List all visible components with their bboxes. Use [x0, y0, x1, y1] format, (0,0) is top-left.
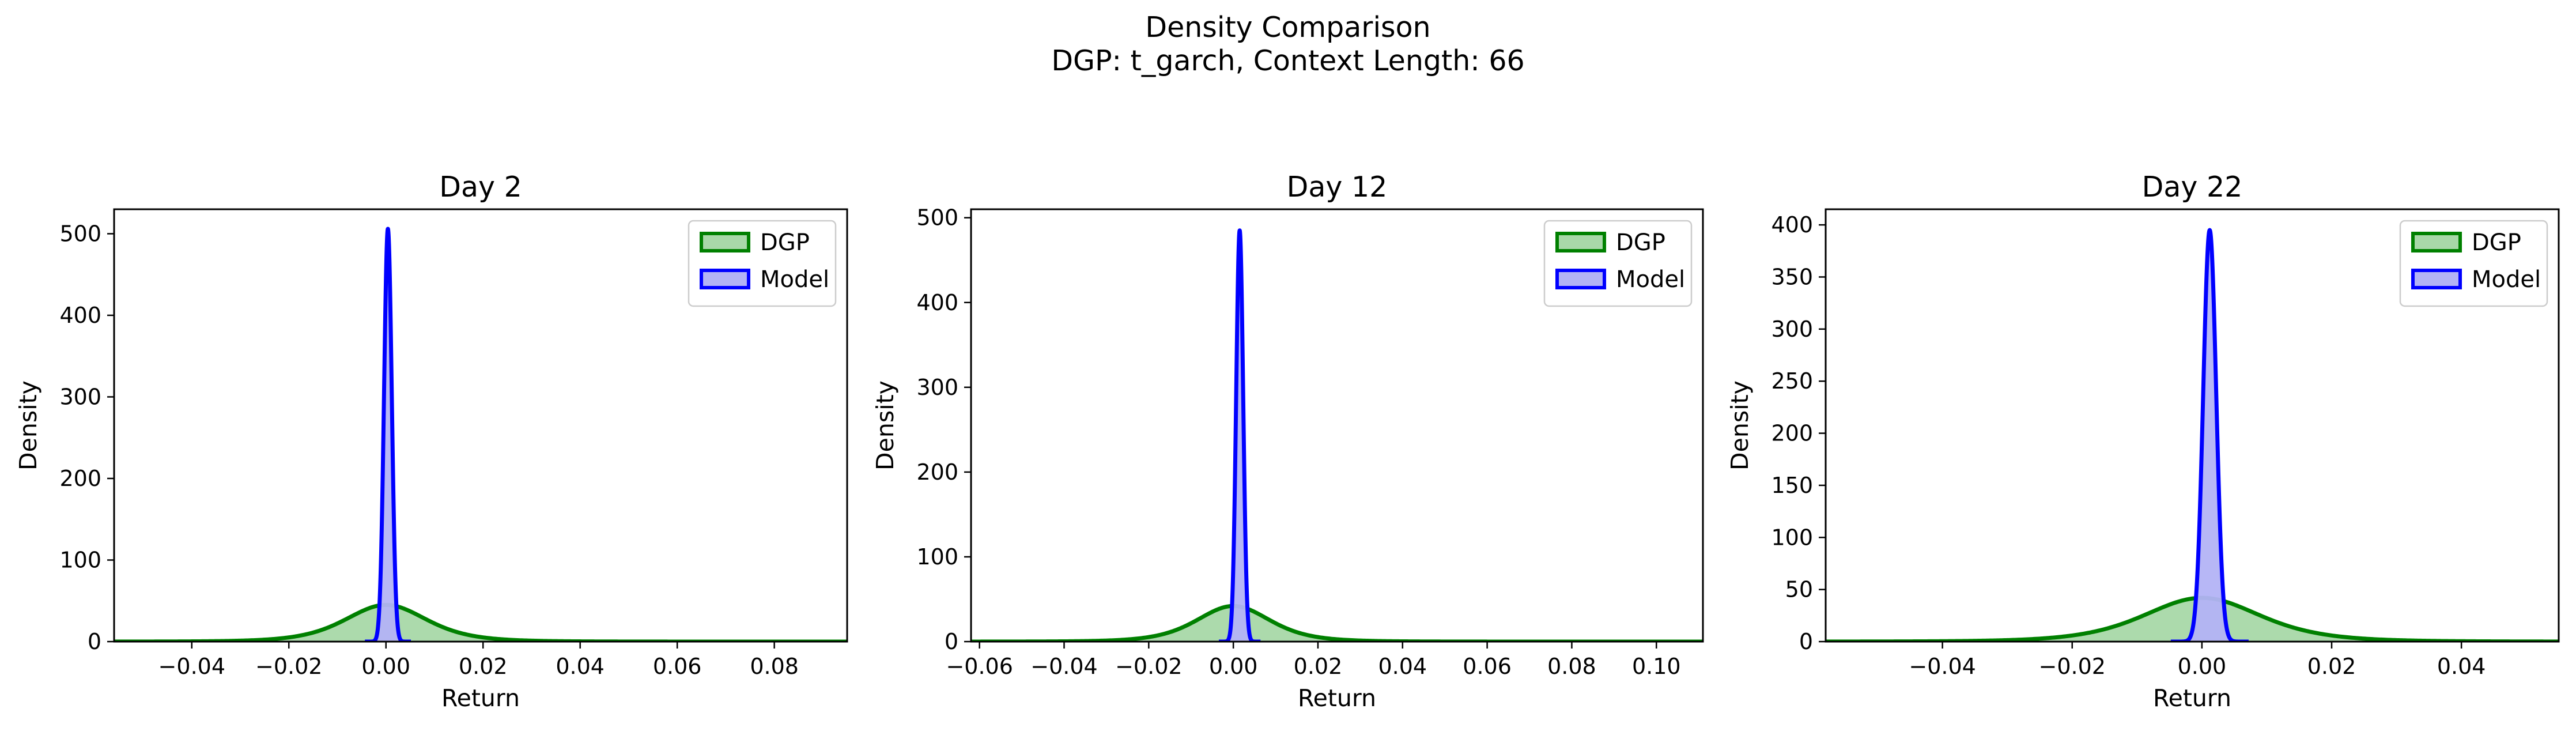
model-density-area: [1219, 230, 1261, 642]
subplot-panels: −0.04 −0.02 0.00 0.02 0.04 0.06 0.08 0 100 200 300…: [14, 171, 2560, 712]
model-legend-label: Model: [2472, 266, 2541, 293]
subplot-title: Day 22: [2142, 171, 2243, 203]
y-axis-label: Density: [14, 380, 42, 470]
dgp-legend-label: DGP: [760, 229, 810, 256]
y-tick-label: 100: [916, 544, 958, 570]
x-tick-label: 0.04: [556, 654, 605, 679]
y-tick-label: 200: [916, 459, 958, 485]
model-legend-swatch: [1555, 269, 1606, 289]
y-tick-label: 300: [59, 384, 101, 409]
dgp-legend-label: DGP: [2472, 229, 2521, 256]
y-tick-label: 50: [1785, 577, 1813, 602]
y-tick-label: 350: [1771, 264, 1813, 289]
x-tick-label: −0.06: [946, 654, 1013, 679]
model-legend-swatch: [700, 269, 750, 289]
y-tick-label: 400: [1771, 212, 1813, 238]
y-axis-label: Density: [1726, 380, 1754, 470]
y-tick-label: 250: [1771, 368, 1813, 394]
figure-title-line2: DGP: t_garch, Context Length: 66: [1051, 44, 1524, 77]
legend: DGP Model: [2399, 220, 2548, 307]
y-tick-label: 100: [59, 547, 101, 572]
dgp-legend-swatch: [1555, 232, 1606, 252]
legend: DGP Model: [1543, 220, 1693, 307]
x-tick-label: 0.10: [1632, 654, 1681, 679]
y-tick-label: 200: [1771, 421, 1813, 446]
y-tick-label: 0: [1799, 629, 1813, 654]
x-tick-label: 0.00: [2178, 654, 2227, 679]
subplot-day-panel: −0.06 −0.04 −0.02 0.00 0.02 0.04 0.06 0.08 0.10 0…: [871, 171, 1704, 712]
axes-frame: [113, 208, 848, 643]
y-tick-label: 100: [1771, 525, 1813, 550]
axes-frame: [1825, 208, 2560, 643]
model-legend-swatch: [2411, 269, 2462, 289]
x-tick-label: 0.06: [1463, 654, 1512, 679]
subplot-day-panel: −0.04 −0.02 0.00 0.02 0.04 0.06 0.08 0 100 200 300…: [14, 171, 848, 712]
x-tick-label: 0.00: [361, 654, 410, 679]
subplot-day-panel: −0.04 −0.02 0.00 0.02 0.04 0 50 100 150 200 250 300…: [1726, 171, 2560, 712]
x-tick-label: 0.02: [459, 654, 508, 679]
x-axis-label: Return: [2153, 684, 2231, 712]
x-tick-label: −0.04: [1030, 654, 1097, 679]
dgp-legend-swatch: [700, 232, 750, 252]
y-tick-label: 150: [1771, 473, 1813, 498]
y-tick-label: 0: [945, 629, 958, 654]
y-tick-label: 500: [59, 221, 101, 246]
x-tick-label: 0.02: [1294, 654, 1343, 679]
subplot-title: Day 12: [1287, 171, 1388, 203]
dgp-legend-label: DGP: [1616, 229, 1665, 256]
y-tick-label: 300: [916, 375, 958, 400]
model-density-area: [2170, 230, 2249, 642]
subplot-title: Day 2: [439, 171, 522, 203]
y-tick-label: 400: [59, 303, 101, 328]
x-tick-label: 0.02: [2307, 654, 2356, 679]
x-tick-label: 0.04: [1378, 654, 1427, 679]
y-tick-label: 500: [916, 205, 958, 231]
x-tick-label: 0.06: [653, 654, 702, 679]
model-legend-label: Model: [760, 266, 829, 293]
x-axis-label: Return: [441, 684, 520, 712]
x-tick-label: 0.04: [2437, 654, 2486, 679]
model-density-area: [365, 228, 411, 642]
x-tick-label: −0.02: [255, 654, 322, 679]
y-tick-label: 0: [88, 629, 101, 654]
x-tick-label: −0.04: [158, 654, 225, 679]
x-tick-label: −0.02: [1115, 654, 1182, 679]
x-tick-label: 0.08: [1547, 654, 1596, 679]
axes-frame: [970, 208, 1704, 643]
x-tick-label: −0.02: [2039, 654, 2106, 679]
y-tick-label: 400: [916, 290, 958, 315]
model-legend-label: Model: [1616, 266, 1685, 293]
y-axis-label: Density: [871, 380, 899, 470]
x-axis-label: Return: [1298, 684, 1376, 712]
figure-title-line1: Density Comparison: [1145, 11, 1430, 44]
x-tick-label: 0.00: [1209, 654, 1258, 679]
y-tick-label: 200: [59, 466, 101, 491]
dgp-legend-swatch: [2411, 232, 2462, 252]
y-tick-label: 300: [1771, 316, 1813, 342]
x-tick-label: −0.04: [1909, 654, 1976, 679]
x-tick-label: 0.08: [750, 654, 799, 679]
legend: DGP Model: [688, 220, 837, 307]
